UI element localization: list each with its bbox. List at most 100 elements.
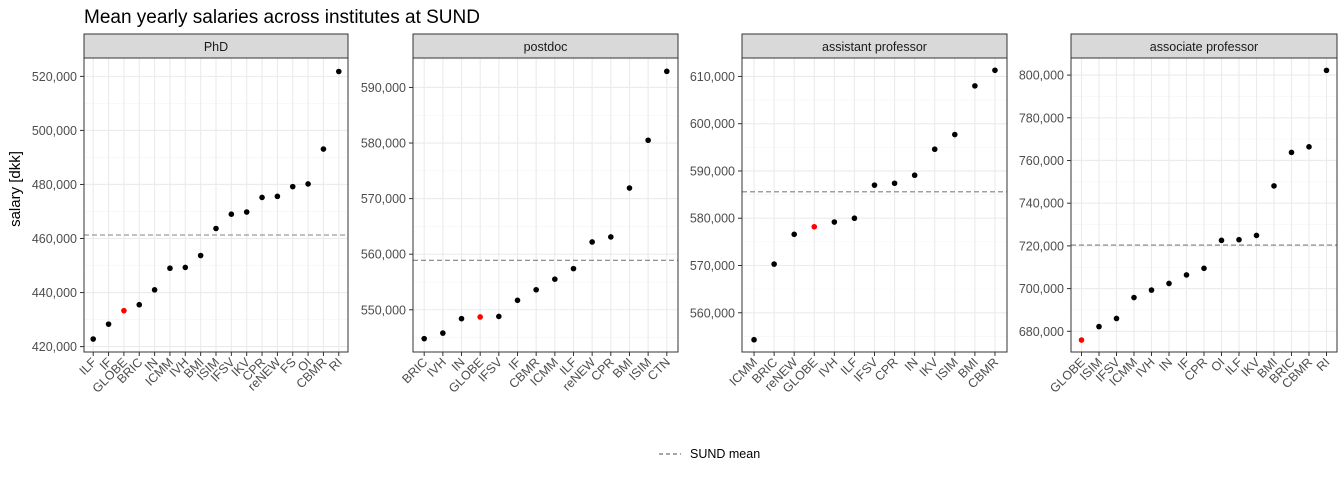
chart-title: Mean yearly salaries across institutes a… — [84, 7, 480, 28]
data-point — [570, 265, 577, 272]
panel-border — [412, 57, 679, 353]
data-point — [1218, 237, 1225, 244]
data-point — [197, 252, 204, 259]
data-point — [831, 219, 838, 225]
data-point — [608, 234, 614, 240]
data-point — [274, 193, 281, 200]
data-point — [305, 181, 311, 187]
data-point-highlighted — [811, 223, 818, 230]
x-tick-label: IVH — [424, 355, 449, 380]
y-tick-label: 550,000 — [361, 303, 406, 317]
x-tick-label: RI — [326, 355, 345, 374]
data-point — [751, 336, 757, 343]
y-tick-label: 460,000 — [32, 232, 77, 246]
x-tick-label: IVH — [1133, 355, 1158, 380]
data-point — [871, 182, 878, 188]
data-point — [1288, 149, 1295, 156]
y-tick-label: 440,000 — [32, 286, 77, 300]
y-tick-label: 780,000 — [1019, 111, 1064, 125]
x-tick-label: RI — [1314, 355, 1333, 374]
y-tick-label: 580,000 — [361, 137, 406, 151]
facet-panel: assistant professor 560,000 570,000 580,000… — [690, 33, 1008, 396]
facet-panel: PhD 420,000 440,000 460,000 480,000 500,000 52… — [32, 33, 349, 396]
data-point — [533, 286, 539, 293]
facet-panel: postdoc 550,000 560,000 570,000 580,000 590,0… — [361, 33, 679, 396]
data-point — [552, 276, 558, 282]
data-point — [90, 336, 97, 342]
x-tick-label: IN — [1156, 355, 1175, 374]
facet-strip-label: assistant professor — [822, 40, 927, 54]
data-point — [228, 211, 235, 217]
data-point — [105, 321, 112, 327]
data-point — [1148, 287, 1155, 293]
y-tick-label: 740,000 — [1019, 197, 1064, 211]
plot-background — [413, 58, 678, 352]
y-tick-label: 610,000 — [690, 70, 735, 84]
x-tick-label: IVH — [816, 355, 841, 380]
y-tick-label: 560,000 — [361, 248, 406, 262]
y-tick-label: 480,000 — [32, 178, 77, 192]
y-tick-label: 500,000 — [32, 124, 77, 138]
data-point — [440, 330, 446, 336]
data-point — [589, 239, 595, 245]
y-tick-label: 520,000 — [32, 70, 77, 84]
data-point — [335, 68, 342, 75]
data-point-highlighted — [121, 307, 127, 314]
y-tick-label: 580,000 — [690, 212, 735, 226]
y-tick-label: 570,000 — [690, 259, 735, 273]
legend: SUND mean — [659, 447, 760, 461]
data-point — [851, 215, 858, 222]
data-point — [1306, 144, 1312, 150]
data-point — [167, 265, 173, 272]
data-point — [182, 264, 189, 271]
y-tick-label: 760,000 — [1019, 154, 1064, 168]
data-point — [1236, 236, 1242, 243]
x-tick-label: CTN — [645, 355, 673, 383]
data-point — [972, 83, 978, 89]
facet-strip — [83, 33, 349, 59]
y-tick-label: 590,000 — [361, 81, 406, 95]
y-tick-label: 720,000 — [1019, 239, 1064, 253]
y-tick-label: 600,000 — [690, 117, 735, 131]
facet-strip — [1070, 33, 1338, 59]
facet-strip-label: associate professor — [1150, 40, 1258, 54]
data-point — [1183, 272, 1190, 278]
data-point — [771, 261, 777, 267]
data-point — [891, 180, 898, 187]
y-tick-label: 700,000 — [1019, 282, 1064, 296]
data-point — [151, 287, 158, 293]
facet-strip — [741, 33, 1008, 59]
data-point — [791, 231, 797, 238]
data-point — [931, 146, 938, 153]
data-point — [992, 67, 998, 74]
y-tick-label: 800,000 — [1019, 69, 1064, 83]
data-point — [1253, 232, 1260, 239]
data-point — [213, 225, 219, 232]
data-point — [421, 335, 427, 342]
data-point — [496, 313, 502, 320]
data-point — [1131, 294, 1137, 301]
y-tick-label: 560,000 — [690, 306, 735, 320]
facet-panels: PhD 420,000 440,000 460,000 480,000 500,000 52… — [32, 33, 1338, 396]
y-tick-label: 590,000 — [690, 164, 735, 178]
data-point — [1113, 315, 1120, 322]
y-tick-label: 680,000 — [1019, 325, 1064, 339]
data-point — [664, 68, 670, 75]
data-point-highlighted — [477, 314, 483, 320]
data-point — [952, 131, 958, 138]
facet-strip-label: PhD — [204, 40, 228, 54]
facet-panel: associate professor 680,000 700,000 720,000… — [1019, 33, 1338, 396]
data-point — [514, 297, 521, 304]
x-tick-label: ILF — [77, 355, 100, 378]
y-tick-label: 420,000 — [32, 340, 77, 354]
data-point — [320, 146, 327, 152]
data-point-highlighted — [1078, 337, 1085, 343]
data-point — [626, 185, 633, 191]
data-point — [259, 194, 265, 201]
data-point — [911, 172, 918, 179]
data-point — [1323, 67, 1330, 74]
x-tick-label: CPR — [872, 355, 901, 384]
data-point — [1271, 183, 1277, 189]
y-tick-label: 570,000 — [361, 192, 406, 206]
